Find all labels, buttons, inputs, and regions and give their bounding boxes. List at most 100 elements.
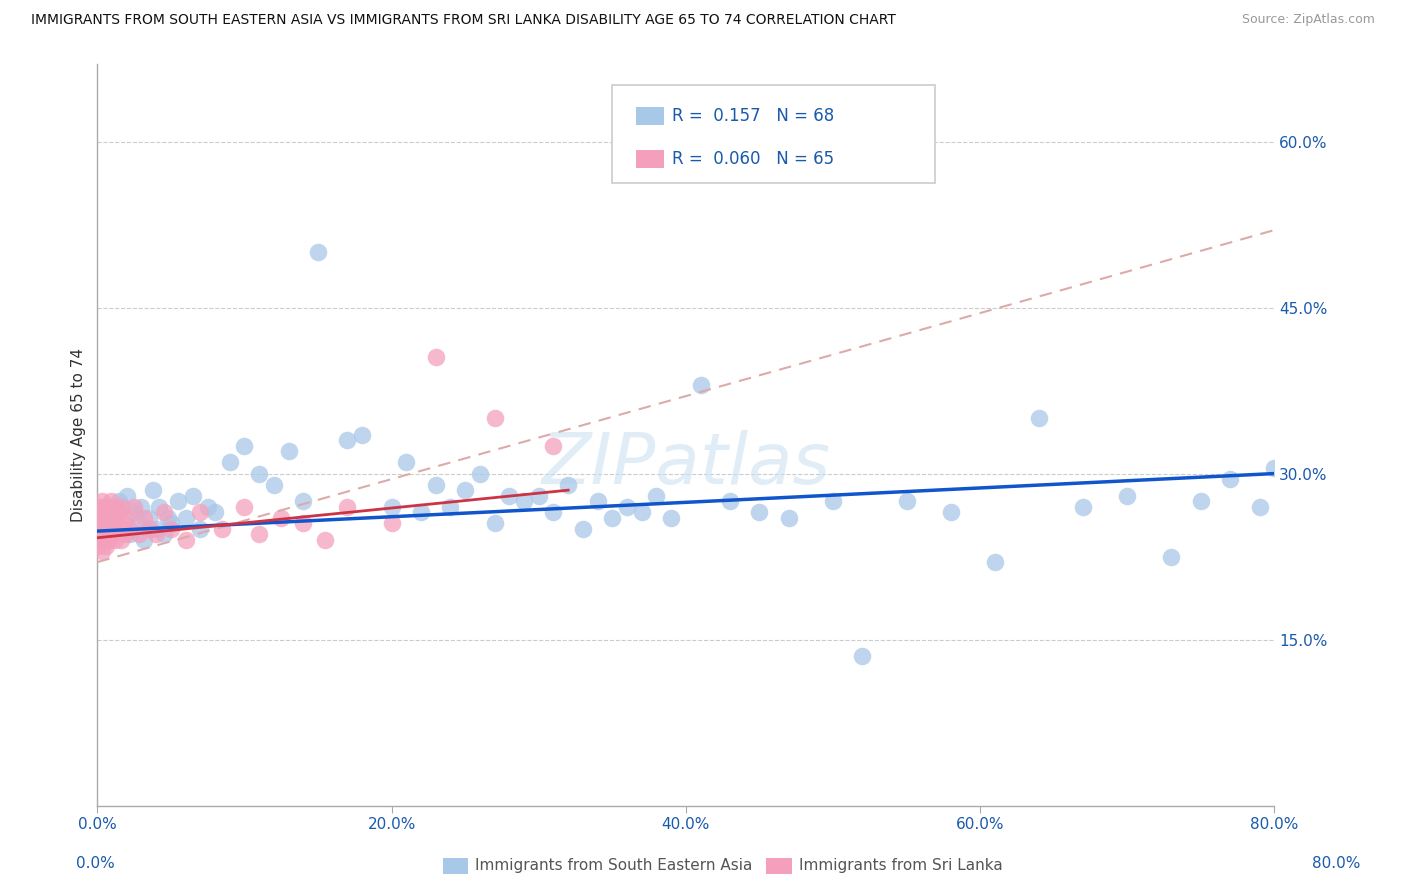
Point: [718, 494, 741, 508]
Text: 80.0%: 80.0%: [1312, 856, 1360, 871]
Point: [352, 427, 374, 442]
Point: [270, 511, 292, 525]
Point: [91, 527, 114, 541]
Point: [984, 555, 1007, 569]
Point: [145, 522, 167, 536]
Point: [98, 522, 121, 536]
Point: [96, 522, 118, 536]
Point: [425, 477, 447, 491]
Text: R =  0.060   N = 65: R = 0.060 N = 65: [672, 150, 834, 168]
Point: [277, 444, 299, 458]
Point: [233, 500, 256, 514]
Text: IMMIGRANTS FROM SOUTH EASTERN ASIA VS IMMIGRANTS FROM SRI LANKA DISABILITY AGE 6: IMMIGRANTS FROM SOUTH EASTERN ASIA VS IM…: [31, 13, 896, 28]
Point: [336, 434, 359, 448]
Point: [97, 533, 120, 547]
Point: [160, 522, 183, 536]
Text: 0.0%: 0.0%: [76, 856, 115, 871]
Point: [90, 533, 112, 547]
Point: [115, 511, 138, 525]
Point: [197, 500, 219, 514]
Point: [557, 477, 579, 491]
Point: [93, 516, 115, 531]
Point: [689, 378, 711, 392]
Point: [87, 505, 110, 519]
Point: [111, 500, 134, 514]
Point: [167, 494, 190, 508]
Point: [112, 522, 135, 536]
Point: [174, 533, 197, 547]
Point: [118, 522, 141, 536]
Point: [96, 500, 118, 514]
Point: [572, 522, 595, 536]
Point: [100, 494, 122, 508]
Point: [112, 516, 135, 531]
Point: [98, 511, 121, 525]
Point: [97, 533, 120, 547]
Point: [89, 511, 111, 525]
Point: [142, 483, 165, 498]
Point: [939, 505, 962, 519]
Point: [174, 511, 197, 525]
Point: [148, 500, 170, 514]
Point: [115, 489, 138, 503]
Point: [114, 527, 136, 541]
Point: [101, 511, 124, 525]
Point: [439, 500, 461, 514]
Point: [292, 516, 315, 531]
Point: [896, 494, 918, 508]
Point: [105, 500, 128, 514]
Point: [263, 477, 285, 491]
Point: [247, 527, 270, 541]
Point: [307, 245, 329, 260]
Point: [152, 505, 174, 519]
Point: [104, 511, 127, 525]
Point: [748, 505, 770, 519]
Point: [188, 505, 211, 519]
Point: [97, 516, 120, 531]
Point: [1219, 472, 1241, 486]
Point: [93, 500, 115, 514]
Point: [659, 511, 682, 525]
Point: [425, 351, 447, 365]
Point: [94, 522, 117, 536]
Text: Immigrants from Sri Lanka: Immigrants from Sri Lanka: [799, 858, 1002, 872]
Point: [152, 527, 174, 541]
Point: [89, 500, 111, 514]
Point: [381, 516, 404, 531]
Point: [395, 455, 418, 469]
Point: [1249, 500, 1271, 514]
Point: [218, 455, 240, 469]
Point: [645, 489, 668, 503]
Point: [90, 505, 112, 519]
Point: [1160, 549, 1182, 564]
Point: [204, 505, 226, 519]
Point: [468, 467, 491, 481]
Point: [1116, 489, 1139, 503]
Point: [90, 522, 112, 536]
Point: [110, 533, 132, 547]
Point: [91, 511, 114, 525]
Point: [484, 411, 506, 425]
Point: [128, 527, 150, 541]
Point: [513, 494, 536, 508]
Point: [211, 522, 233, 536]
Point: [138, 511, 160, 525]
Point: [616, 500, 638, 514]
Point: [336, 500, 359, 514]
Point: [134, 533, 156, 547]
Point: [543, 439, 565, 453]
Point: [527, 489, 550, 503]
Point: [314, 533, 336, 547]
Point: [131, 500, 153, 514]
Point: [630, 505, 652, 519]
Point: [181, 489, 204, 503]
Point: [600, 511, 623, 525]
Point: [122, 505, 145, 519]
Point: [91, 494, 114, 508]
Point: [96, 539, 118, 553]
Point: [89, 527, 111, 541]
Point: [778, 511, 800, 525]
Point: [1071, 500, 1094, 514]
Point: [156, 511, 179, 525]
Point: [381, 500, 404, 514]
